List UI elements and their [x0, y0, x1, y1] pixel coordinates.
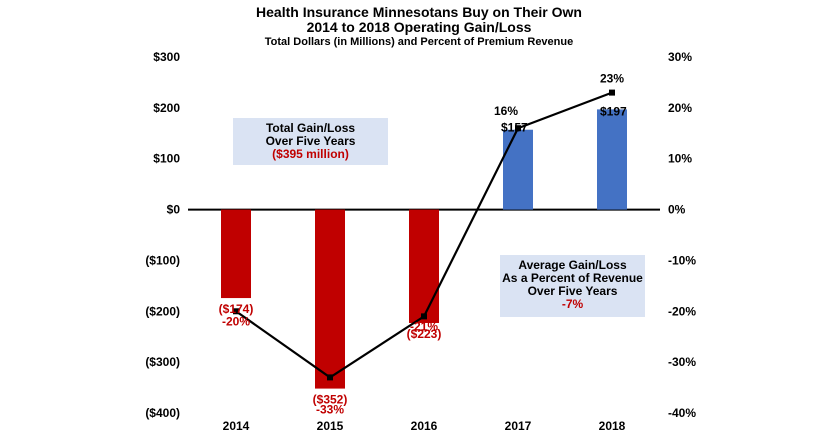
line-marker — [421, 313, 427, 320]
percent-value-label: 16% — [494, 104, 518, 118]
line-series — [233, 89, 615, 381]
annotation-box — [233, 118, 388, 165]
x-axis-tick-label: 2017 — [505, 419, 532, 433]
bar — [221, 209, 251, 299]
x-axis-tick-label: 2014 — [223, 419, 250, 433]
right-axis-tick-label: 30% — [668, 50, 692, 64]
line-marker — [327, 374, 333, 381]
x-axis-tick-label: 2016 — [411, 419, 438, 433]
percent-value-label: 23% — [600, 72, 624, 86]
annotation-text: Over Five Years — [528, 284, 618, 298]
percent-value-label: -20% — [222, 314, 250, 328]
percent-value-label: -33% — [316, 402, 344, 416]
bar-series — [221, 109, 627, 389]
right-axis-tick-label: 20% — [668, 101, 692, 115]
left-axis-tick-label: $200 — [153, 101, 180, 115]
right-axis-tick-label: -40% — [668, 406, 696, 420]
x-axis-tick-label: 2015 — [317, 419, 344, 433]
right-axis-tick-label: -10% — [668, 253, 696, 267]
left-axis-tick-label: $100 — [153, 152, 180, 166]
left-axis-tick-label: ($200) — [145, 304, 180, 318]
percent-value-label: -21% — [410, 319, 438, 333]
chart-title: Health Insurance Minnesotans Buy on Thei… — [256, 4, 582, 20]
annotation-text: Total Gain/Loss — [266, 121, 355, 135]
annotation-text: As a Percent of Revenue — [502, 271, 643, 285]
right-axis-tick-label: -30% — [668, 355, 696, 369]
right-axis-tick-label: -20% — [668, 304, 696, 318]
left-axis-tick-label: $0 — [167, 203, 181, 217]
bar-value-label: ($223) — [407, 327, 442, 341]
data-labels: ($174) ($352) ($223) $157 $197 -20% -33% -21% 16… — [219, 72, 627, 417]
chart-subtitle: 2014 to 2018 Operating Gain/Loss — [307, 19, 532, 35]
bar — [315, 209, 345, 389]
bar — [409, 209, 439, 323]
bar-value-label: $197 — [600, 104, 627, 118]
annotation-highlight: ($395 million) — [272, 147, 349, 161]
bar — [597, 109, 627, 210]
axes: $300 $200 $100 $0 ($100) ($200) ($300) ($400) 30… — [145, 50, 696, 433]
left-axis-tick-label: ($300) — [145, 355, 180, 369]
line-marker — [609, 89, 615, 96]
bar — [503, 129, 533, 210]
bar-value-label: ($352) — [313, 393, 348, 407]
annotation-text: Over Five Years — [266, 134, 356, 148]
left-axis-tick-label: ($400) — [145, 406, 180, 420]
x-axis-tick-label: 2018 — [599, 419, 626, 433]
annotation-text: Average Gain/Loss — [518, 258, 627, 272]
right-axis-tick-label: 10% — [668, 152, 692, 166]
annotation-box — [500, 255, 645, 317]
bar-value-label: $157 — [501, 121, 528, 135]
chart-subtitle-2: Total Dollars (in Millions) and Percent … — [265, 36, 573, 48]
left-axis-tick-label: ($100) — [145, 253, 180, 267]
left-axis-tick-label: $300 — [153, 50, 180, 64]
line-marker — [515, 125, 521, 132]
right-axis-tick-label: 0% — [668, 203, 686, 217]
bar-value-label: ($174) — [219, 302, 254, 316]
line-marker — [233, 308, 239, 315]
annotation-highlight: -7% — [562, 297, 584, 311]
